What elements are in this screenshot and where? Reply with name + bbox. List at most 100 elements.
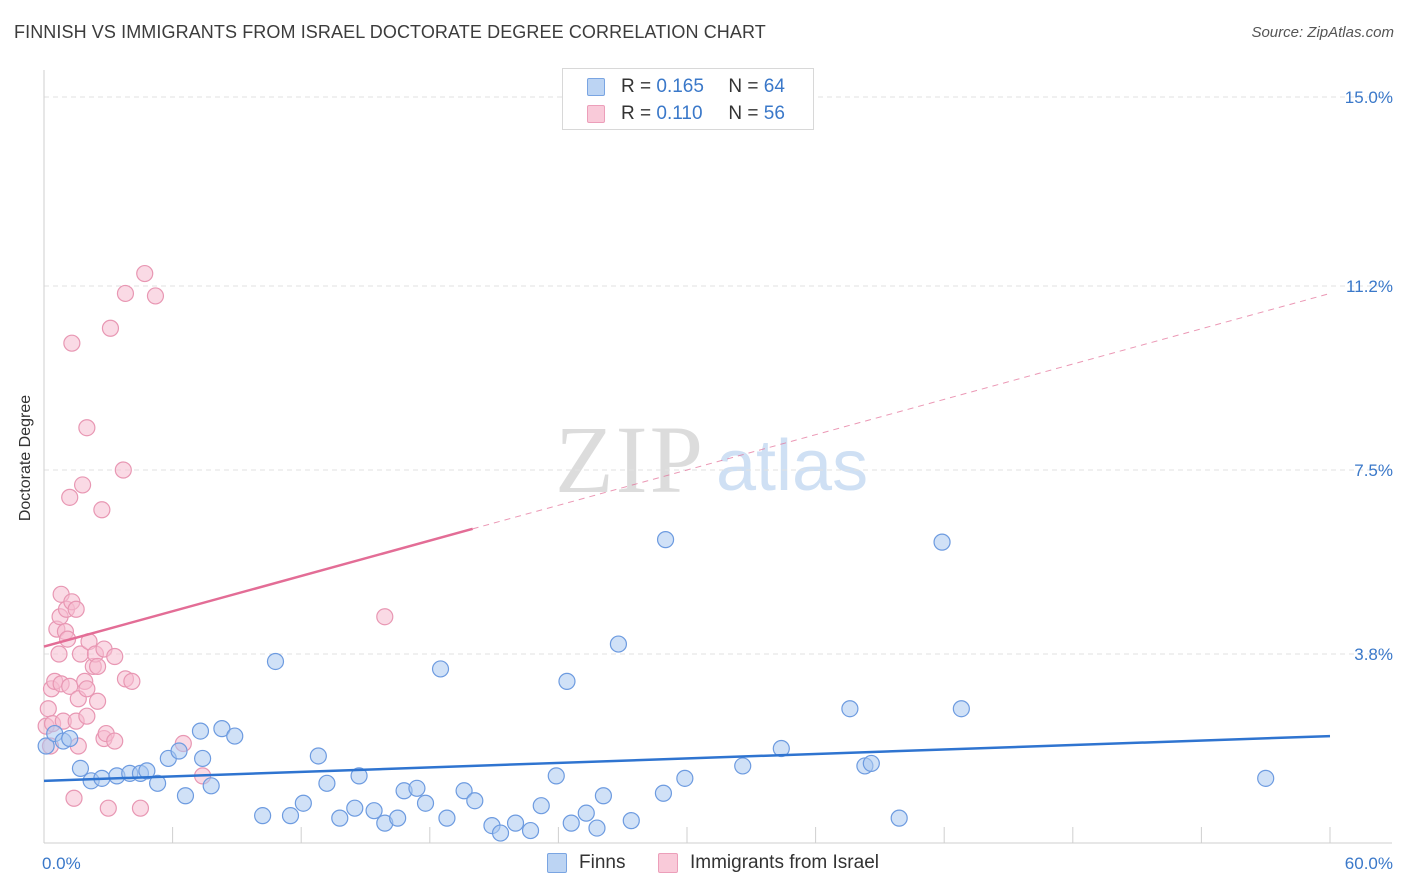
- y-tick-label: 7.5%: [1354, 461, 1393, 480]
- israel-point: [78, 419, 96, 437]
- finns-point: [622, 812, 640, 830]
- israel-point: [101, 319, 120, 337]
- source-label: Source: ZipAtlas.com: [1251, 24, 1394, 41]
- finns-point: [521, 821, 540, 840]
- israel-swatch: [587, 105, 605, 123]
- finns-point: [191, 722, 210, 740]
- israel-point: [136, 264, 154, 283]
- watermark-atlas: atlas: [716, 426, 868, 506]
- finns-point: [365, 802, 383, 820]
- israel-n-value: 56: [763, 103, 785, 124]
- finns-point: [588, 819, 606, 837]
- finns-point: [350, 767, 368, 785]
- finns-point: [506, 814, 525, 832]
- finns-point: [890, 809, 908, 827]
- israel-point: [106, 647, 124, 666]
- finns-point: [952, 700, 970, 718]
- zipatlas-watermark: ZIP atlas: [555, 406, 868, 513]
- finns-point: [389, 809, 407, 827]
- finns-point: [455, 782, 473, 800]
- israel-point: [114, 461, 132, 479]
- finns-point: [309, 747, 327, 765]
- finns-point: [532, 797, 550, 815]
- israel-point: [88, 657, 107, 676]
- finns-point: [862, 754, 880, 773]
- israel-point: [131, 799, 150, 817]
- finns-point: [416, 794, 435, 812]
- finns-point: [676, 769, 694, 787]
- x-tick-label: 60.0%: [1345, 854, 1393, 873]
- israel-point: [88, 692, 107, 710]
- finns-point: [346, 799, 364, 817]
- israel-point: [106, 732, 124, 750]
- finns-point: [281, 807, 300, 825]
- y-tick-label: 11.2%: [1346, 277, 1393, 296]
- finns-point: [170, 742, 188, 760]
- finns-point: [226, 727, 244, 745]
- finns-point: [438, 809, 456, 827]
- finns-point: [202, 777, 220, 795]
- finns-r-value: 0.165: [656, 76, 704, 97]
- israel-point: [78, 707, 96, 725]
- legend-item-israel: Immigrants from Israel: [658, 852, 879, 874]
- finns-swatch: [587, 78, 605, 96]
- finns-point: [254, 807, 272, 825]
- finns-point: [654, 784, 673, 802]
- tick-labels: 3.8% 7.5% 11.2% 15.0% 0.0% 60.0%: [42, 88, 1393, 873]
- watermark-zip: ZIP: [555, 406, 705, 513]
- finns-n-value: 64: [763, 76, 785, 97]
- n-label: N =: [728, 103, 759, 124]
- israel-point: [376, 608, 394, 626]
- israel-point: [78, 680, 96, 698]
- israel-point: [116, 284, 135, 303]
- series-legend: Finns Immigrants from Israel: [0, 852, 1406, 876]
- r-label: R =: [621, 76, 652, 97]
- israel-point: [93, 501, 111, 519]
- finns-point: [194, 749, 212, 768]
- finns-point: [318, 774, 336, 792]
- finns-point: [294, 794, 312, 812]
- finns-point: [331, 809, 349, 827]
- finns-point: [71, 759, 90, 778]
- finns-trend-line: [43, 734, 1331, 783]
- finns-legend-label: Finns: [579, 852, 626, 873]
- y-tick-label: 3.8%: [1354, 645, 1393, 664]
- israel-point: [63, 334, 81, 352]
- finns-point: [61, 729, 79, 748]
- finns-point: [933, 533, 951, 551]
- finns-point: [1257, 769, 1275, 787]
- finns-point: [841, 700, 859, 718]
- n-label: N =: [728, 76, 759, 97]
- israel-trend-line: [43, 527, 473, 648]
- israel-point: [123, 672, 141, 690]
- israel-point: [50, 645, 68, 663]
- legend-row-finns: R = 0.165 N = 64: [587, 75, 785, 99]
- legend-item-finns: Finns: [547, 852, 625, 874]
- israel-point: [39, 700, 57, 718]
- finns-point: [176, 787, 195, 805]
- correlation-legend: R = 0.165 N = 64 R = 0.110 N = 56: [562, 68, 814, 130]
- israel-point: [99, 799, 117, 817]
- finns-point: [772, 739, 790, 758]
- israel-swatch: [658, 853, 678, 873]
- israel-r-value: 0.110: [656, 103, 703, 124]
- finns-point: [547, 767, 565, 785]
- finns-point: [594, 787, 613, 805]
- r-label: R =: [621, 103, 652, 124]
- finns-point: [138, 762, 156, 780]
- israel-point: [61, 488, 79, 506]
- legend-row-israel: R = 0.110 N = 56: [587, 102, 785, 126]
- finns-point: [148, 774, 167, 792]
- x-tick-label: 0.0%: [42, 854, 81, 873]
- trend-lines: [43, 292, 1331, 783]
- finns-point: [734, 757, 752, 775]
- finns-point: [562, 814, 580, 832]
- chart-title: FINNISH VS IMMIGRANTS FROM ISRAEL DOCTOR…: [14, 22, 766, 42]
- gridlines: [44, 96, 1392, 655]
- finns-points: [37, 531, 1275, 842]
- finns-point: [408, 779, 426, 797]
- israel-trend-extension: [472, 292, 1331, 530]
- finns-point: [431, 660, 450, 678]
- finns-point: [491, 824, 510, 842]
- finns-point: [577, 804, 595, 822]
